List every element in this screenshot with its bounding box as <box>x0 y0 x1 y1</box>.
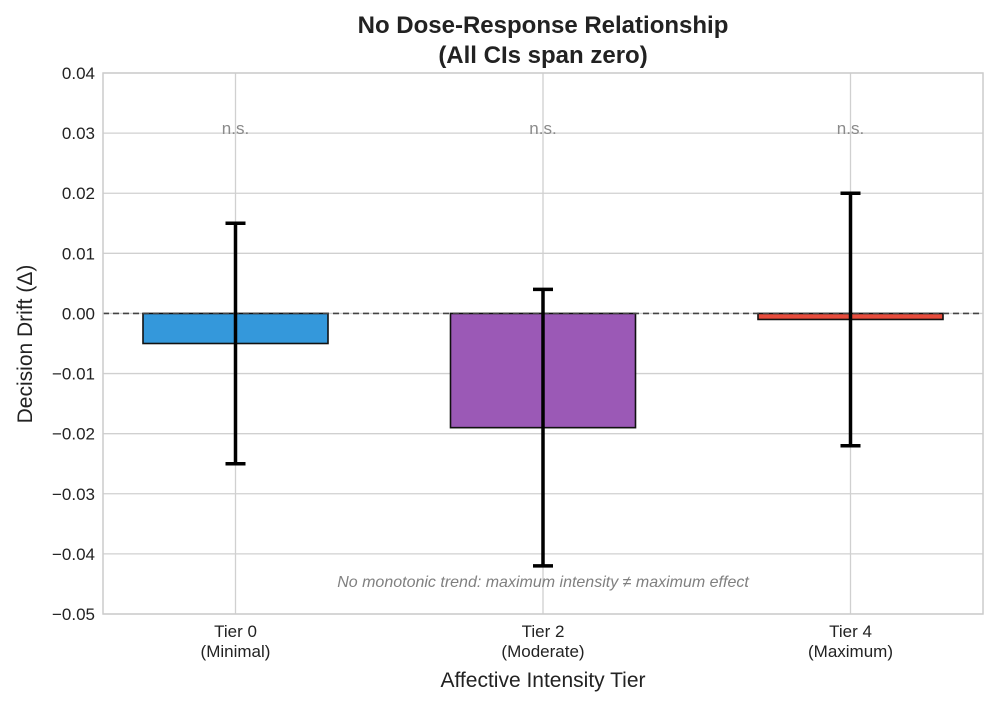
y-tick-label: −0.01 <box>52 365 95 384</box>
y-tick-label: 0.03 <box>62 124 95 143</box>
x-tick-sublabel: (Maximum) <box>808 642 893 661</box>
x-axis-label: Affective Intensity Tier <box>440 669 645 692</box>
plot-frame <box>102 72 984 615</box>
significance-label: n.s. <box>837 119 864 138</box>
x-ticks: Tier 0(Minimal) Tier 2(Moderate) Tier 4(Ma… <box>201 622 893 661</box>
significance-label: n.s. <box>222 119 249 138</box>
y-tick-label: 0.00 <box>62 304 95 323</box>
y-axis-label: Decision Drift (Δ) <box>14 265 37 424</box>
significance-labels: n.s. n.s. n.s. <box>222 119 864 138</box>
y-tick-label: 0.04 <box>62 64 95 83</box>
y-tick-label: 0.01 <box>62 244 95 263</box>
significance-label: n.s. <box>529 119 556 138</box>
x-tick-sublabel: (Minimal) <box>201 642 271 661</box>
chart-title-line-1: No Dose-Response Relationship <box>358 12 729 39</box>
y-tick-label: 0.02 <box>62 184 95 203</box>
x-tick-label: Tier 4 <box>829 622 872 641</box>
chart-title-line-2: (All CIs span zero) <box>438 42 647 69</box>
y-tick-label: −0.05 <box>52 605 95 624</box>
annotation-note: No monotonic trend: maximum intensity ≠ … <box>337 574 749 591</box>
y-tick-label: −0.03 <box>52 485 95 504</box>
x-tick-label: Tier 2 <box>522 622 565 641</box>
x-tick-sublabel: (Moderate) <box>501 642 584 661</box>
y-ticks: 0.04 0.03 0.02 0.01 0.00 −0.01 −0.02 −0.03 −0.04… <box>52 64 95 624</box>
error-bars <box>225 191 861 568</box>
x-tick-label: Tier 0 <box>214 622 257 641</box>
y-tick-label: −0.02 <box>52 425 95 444</box>
y-tick-label: −0.04 <box>52 545 95 564</box>
